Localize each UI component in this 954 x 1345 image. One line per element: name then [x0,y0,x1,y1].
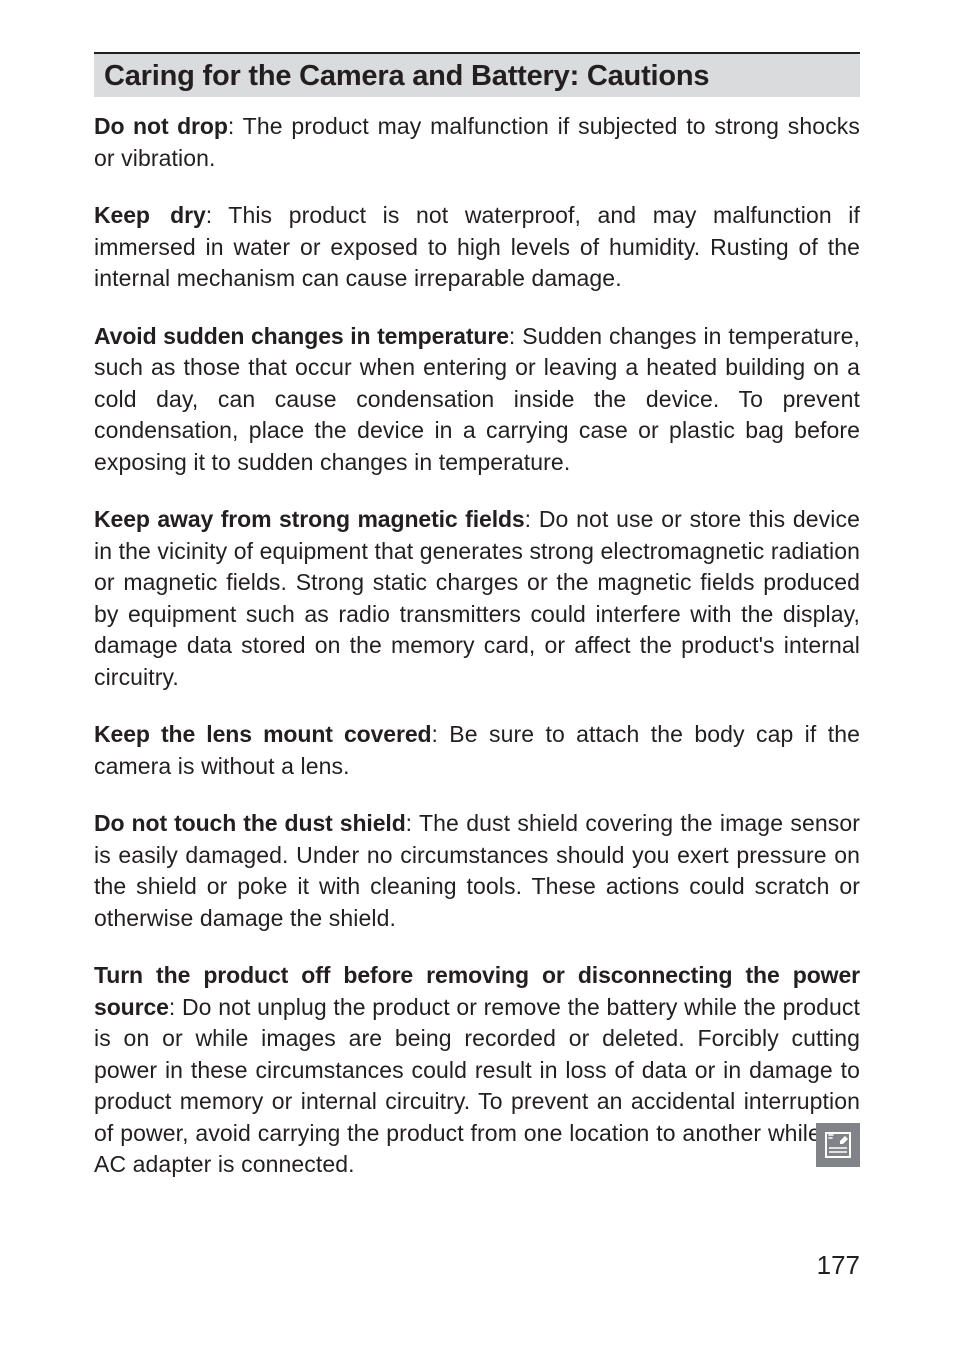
section-title-bar: Caring for the Camera and Battery: Cauti… [94,52,860,97]
caution-paragraph: Do not touch the dust shield: The dust s… [94,808,860,934]
caution-lead: Do not touch the dust shield [94,810,406,836]
section-title: Caring for the Camera and Battery: Cauti… [104,60,850,93]
page: Caring for the Camera and Battery: Cauti… [0,0,954,1345]
caution-paragraph: Turn the product off before removing or … [94,960,860,1181]
caution-lead: Keep the lens mount covered [94,721,431,747]
caution-body: : Do not use or store this device in the… [94,506,860,690]
caution-lead: Keep away from strong magnetic fields [94,506,525,532]
caution-paragraph: Keep dry: This product is not waterproof… [94,200,860,295]
caution-lead: Avoid sudden changes in temperature [94,323,509,349]
page-number: 177 [817,1250,860,1281]
caution-paragraph: Do not drop: The product may malfunction… [94,111,860,174]
caution-lead: Do not drop [94,113,228,139]
caution-body: : Do not unplug the product or remove th… [94,994,860,1178]
caution-paragraph: Avoid sudden changes in temperature: Sud… [94,321,860,479]
notes-icon [823,1130,853,1160]
caution-lead: Keep dry [94,202,206,228]
section-tab [816,1123,860,1167]
caution-body: : This product is not waterproof, and ma… [94,202,860,291]
caution-paragraph: Keep away from strong magnetic fields: D… [94,504,860,693]
caution-paragraph: Keep the lens mount covered: Be sure to … [94,719,860,782]
